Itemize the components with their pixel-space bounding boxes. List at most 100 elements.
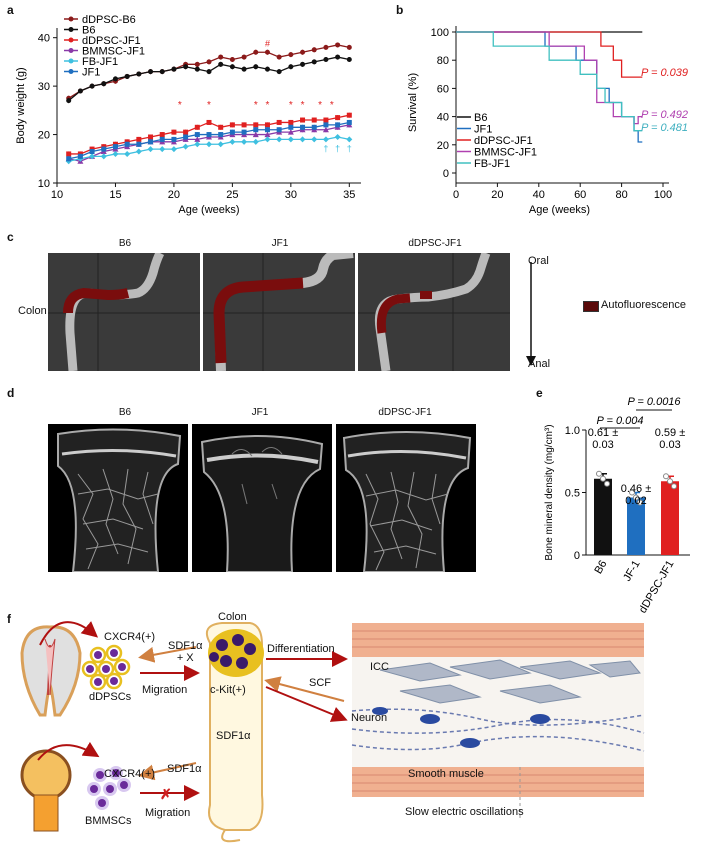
data-point: [147, 146, 154, 153]
mechanism-schematic: ✗: [20, 621, 645, 843]
panel-label-b: b: [396, 3, 404, 17]
data-point: [264, 127, 270, 133]
y-tick-label: 40: [437, 112, 449, 124]
y-tick-label: 100: [431, 27, 449, 39]
bar: [594, 478, 612, 555]
data-point: [229, 64, 235, 70]
legend-label: B6: [474, 112, 487, 124]
data-point: [346, 136, 353, 143]
data-point: [206, 141, 212, 148]
data-point: [334, 133, 341, 140]
data-point: [264, 131, 271, 138]
significance-hash: #: [265, 38, 270, 48]
data-point: [252, 138, 259, 145]
data-point: [311, 117, 317, 123]
data-point: [264, 136, 271, 143]
data-point: [101, 81, 107, 87]
y-tick-label: 0: [443, 168, 449, 180]
data-point: [159, 136, 165, 142]
bar: [661, 481, 679, 555]
bone-image-jf1: [192, 424, 332, 572]
p-value-label: P = 0.0016: [627, 396, 681, 408]
data-point: [299, 136, 306, 143]
ddpsc-cells: [81, 644, 131, 691]
data-point: [206, 119, 212, 125]
data-point: [288, 124, 294, 130]
scf-label: SCF: [309, 677, 331, 689]
legend-marker: [68, 27, 74, 32]
data-dot: [604, 480, 610, 487]
significance-star: *: [178, 100, 182, 111]
y-tick-label: 80: [437, 55, 449, 67]
neuron-label: Neuron: [351, 712, 388, 724]
data-point: [335, 115, 341, 121]
x-axis-label: Age (weeks): [529, 204, 590, 216]
smooth-muscle-label: Smooth muscle: [408, 768, 484, 780]
x-tick-label: 20: [491, 189, 503, 201]
body-weight-chart: 10 15 20 25 30 35 10 20 30 40 Age (weeks) Body weig…: [15, 14, 361, 216]
data-point: [264, 49, 270, 55]
x-tick-label: 80: [615, 189, 627, 201]
category-label: B6: [592, 559, 609, 577]
panel-label-a: a: [7, 3, 14, 17]
p-value-label: P = 0.481: [641, 122, 688, 134]
x-axis-label: Age (weeks): [178, 204, 239, 216]
data-point: [170, 146, 177, 153]
series-line: [456, 31, 643, 78]
x-tick-label: 20: [168, 189, 180, 201]
value-label: 0.61 ±: [588, 427, 619, 439]
legend-label: B6: [82, 25, 95, 37]
legend-label: dDPSC-JF1: [474, 135, 533, 147]
data-point: [276, 119, 282, 125]
data-point: [183, 129, 189, 135]
data-point: [322, 136, 329, 143]
y-tick-label: 0: [574, 550, 580, 562]
y-tick-label: 30: [38, 81, 50, 93]
data-point: [112, 150, 119, 157]
significance-star: *: [318, 100, 322, 111]
colon-image-b6: [48, 253, 200, 371]
legend-label: FB-JF1: [82, 56, 118, 68]
y-tick-label: 1.0: [565, 425, 580, 437]
svg-text:✗: ✗: [160, 786, 172, 802]
panel-d-title-jf1: JF1: [251, 407, 269, 418]
legend-label: dDPSC-B6: [82, 14, 136, 26]
data-point: [288, 64, 294, 70]
data-point: [171, 136, 177, 142]
p-value-label: P = 0.039: [641, 67, 688, 79]
value-label: 0.03: [592, 439, 613, 451]
data-point: [171, 129, 177, 135]
data-point: [159, 146, 166, 153]
data-point: [335, 122, 341, 128]
value-label: 0.03: [659, 439, 680, 451]
data-point: [194, 136, 201, 142]
significance-star: *: [330, 100, 334, 111]
data-dot: [637, 499, 643, 506]
data-point: [276, 136, 283, 143]
data-point: [252, 131, 259, 138]
data-point: [276, 54, 282, 60]
data-point: [112, 144, 118, 150]
data-point: [300, 117, 306, 123]
data-point: [229, 129, 235, 135]
y-tick-label: 20: [437, 140, 449, 152]
significance-star: *: [301, 100, 305, 111]
data-point: [100, 153, 107, 160]
data-point: [206, 132, 212, 138]
data-point: [346, 112, 352, 118]
tooth-illustration: [20, 625, 82, 717]
data-point: [148, 139, 154, 145]
bmmsc-cells: [87, 766, 131, 810]
category-label: dDPSC-JF1: [637, 559, 677, 616]
x-tick-label: 25: [226, 189, 238, 201]
data-point: [77, 88, 83, 94]
data-point: [66, 151, 72, 157]
data-point: [124, 150, 131, 157]
differentiation-label: Differentiation: [267, 643, 335, 655]
data-point: [89, 83, 95, 89]
data-point: [335, 54, 341, 60]
data-dot: [671, 483, 677, 490]
legend-label: BMMSC-JF1: [82, 46, 145, 58]
data-dot: [596, 470, 602, 477]
